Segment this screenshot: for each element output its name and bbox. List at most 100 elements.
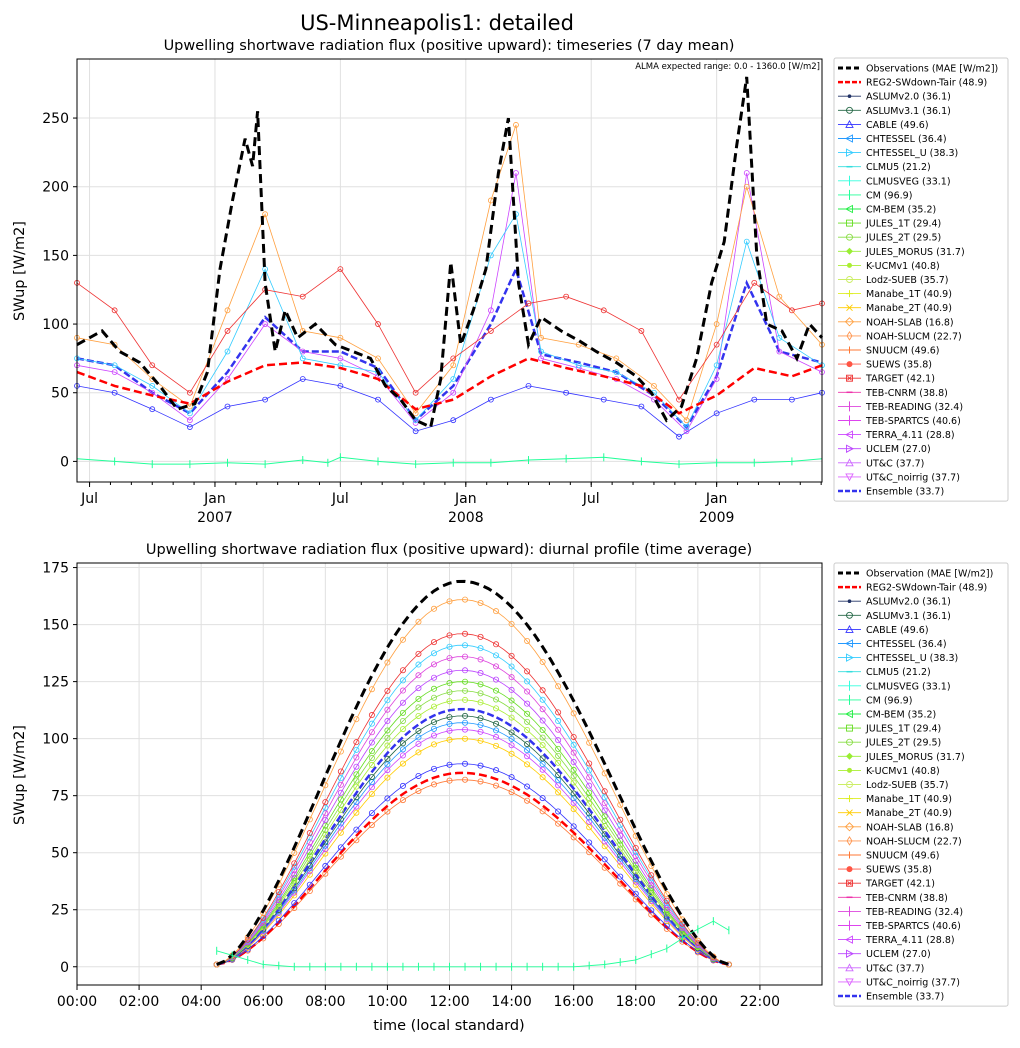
profile-point	[399, 740, 406, 747]
profile-point	[399, 752, 406, 759]
profile-point	[586, 789, 593, 796]
series-point	[450, 362, 457, 369]
series-point	[713, 341, 720, 348]
profile-line	[216, 699, 729, 965]
legend-label: CHTESSEL (36.4)	[866, 134, 947, 145]
profile-point	[477, 645, 484, 652]
legend-marker	[846, 866, 853, 873]
legend-label: TEB-READING (32.4)	[865, 402, 963, 413]
series-point	[262, 396, 269, 403]
series-point	[450, 417, 457, 424]
legend-marker	[845, 430, 853, 439]
profile-point	[524, 753, 531, 760]
profile-point	[570, 759, 577, 766]
profile-point	[586, 767, 593, 774]
legend-marker	[847, 767, 852, 773]
legend-marker	[846, 247, 853, 255]
profile-line	[216, 690, 729, 965]
profile-point	[291, 863, 298, 870]
legend-label: K-UCMv1 (40.8)	[866, 261, 940, 272]
profile-point	[462, 726, 469, 733]
legend-marker	[846, 653, 854, 662]
legend-label: UCLEM (27.0)	[866, 444, 931, 455]
timeseries-legend: Observations (MAE [W/m2]) REG2-SWdown-Tai…	[833, 57, 1009, 502]
series-point	[743, 183, 750, 190]
profile-point	[446, 668, 453, 675]
profile-point	[368, 712, 375, 719]
profile-point	[384, 767, 391, 774]
legend-label: CLMU5 (21.2)	[866, 667, 931, 678]
legend-marker	[844, 317, 855, 327]
legend-marker	[845, 204, 853, 214]
profile-point	[524, 710, 531, 717]
profile-point	[306, 852, 313, 859]
series-point	[299, 293, 306, 300]
series-point	[788, 307, 795, 314]
series-point	[676, 396, 682, 403]
legend-label: CABLE (49.6)	[866, 120, 929, 131]
profile-point	[462, 596, 469, 603]
xtick-label: 02:00	[119, 994, 159, 1010]
series-point	[525, 382, 532, 389]
profile-point	[415, 734, 422, 741]
profile-point	[539, 687, 546, 694]
profile-point	[399, 746, 406, 753]
legend-label: UT&C (37.7)	[866, 963, 924, 974]
profile-point	[322, 850, 329, 857]
profile-line	[216, 722, 729, 965]
profile-point	[648, 907, 655, 914]
series-point	[487, 396, 494, 403]
legend-marker	[846, 781, 853, 788]
profile-line	[216, 779, 729, 965]
profile-point	[306, 830, 313, 837]
legend-label: TARGET (42.1)	[865, 374, 935, 385]
profile-point	[508, 750, 515, 757]
profile-point	[384, 659, 391, 666]
legend-marker	[846, 346, 853, 354]
profile-point	[477, 728, 484, 735]
series-point	[412, 428, 419, 435]
series-point	[575, 362, 582, 369]
legend-marker	[847, 94, 852, 98]
profile-point	[601, 788, 608, 795]
series-point	[713, 362, 720, 369]
profile-point	[430, 719, 437, 726]
series-point	[788, 396, 795, 403]
legend-label: CLMUSVEG (33.1)	[866, 681, 951, 692]
profile-line	[216, 599, 730, 965]
ytick-label: 125	[42, 675, 69, 691]
profile-point	[477, 599, 484, 606]
legend-label: TERRA_4.11 (28.8)	[865, 935, 955, 946]
profile-point	[570, 795, 577, 802]
series-point	[111, 307, 118, 314]
series-point	[224, 348, 231, 355]
series-point	[262, 321, 269, 327]
legend-header-label: Observation (MAE [W/m2])	[866, 569, 993, 580]
series-point	[713, 410, 720, 417]
series-point	[676, 433, 682, 440]
series-point	[186, 424, 193, 430]
profile-point	[415, 749, 422, 756]
profile-point	[508, 663, 515, 670]
profile-point	[539, 717, 546, 724]
legend-label: CM-BEM (35.2)	[866, 205, 936, 216]
series-line	[76, 76, 824, 430]
profile-point	[508, 789, 515, 796]
legend-label: UT&C_noirrig (37.7)	[866, 977, 960, 988]
legend-label: UT&C_noirrig (37.7)	[866, 472, 960, 483]
profile-point	[430, 725, 437, 732]
profile-point	[493, 652, 500, 659]
profile-line	[216, 579, 730, 966]
profile-point	[415, 727, 422, 734]
profile-point	[399, 677, 406, 684]
profile-point	[446, 727, 453, 734]
profile-point	[368, 791, 375, 798]
profile-point	[539, 742, 546, 749]
profile-point	[337, 789, 344, 796]
profile-point	[570, 834, 577, 841]
profile-point	[446, 598, 453, 605]
figure-suptitle: US-Minneapolis1: detailed	[300, 11, 574, 35]
legend-label: Ensemble (33.7)	[866, 487, 944, 498]
profile-point	[353, 783, 360, 790]
profile-point	[493, 720, 500, 727]
